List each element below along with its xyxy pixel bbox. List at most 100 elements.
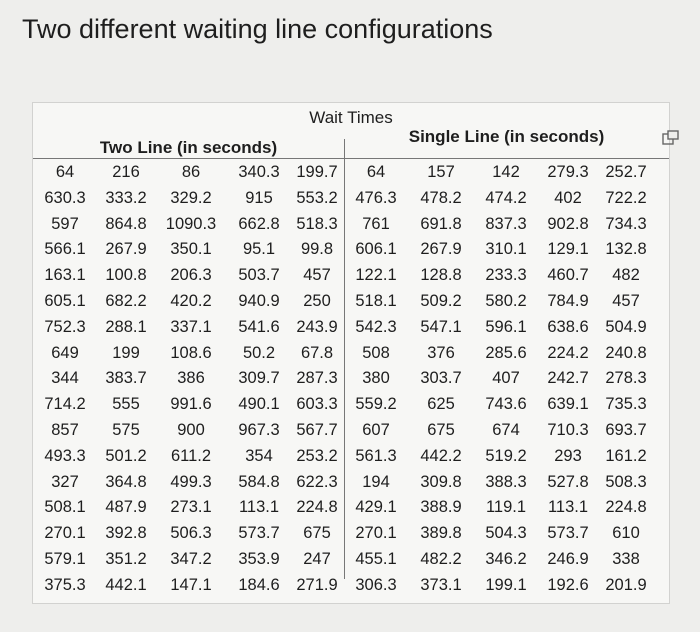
table-cell: 542.3 xyxy=(355,317,397,336)
table-cell: 735.3 xyxy=(605,395,647,414)
table-cell: 157 xyxy=(427,163,455,181)
table-cell: 722.2 xyxy=(605,188,647,207)
table-cell: 337.1 xyxy=(170,317,212,336)
table-cell: 710.3 xyxy=(547,421,589,439)
table-cell: 340.3 xyxy=(238,163,280,181)
table-cell: 129.1 xyxy=(547,240,589,259)
table-cell: 579.1 xyxy=(44,550,86,568)
table-cell: 573.7 xyxy=(238,524,280,543)
table-cell: 474.2 xyxy=(485,188,527,207)
table-cell: 584.8 xyxy=(238,472,280,491)
table-cell: 184.6 xyxy=(238,575,280,594)
table-cell: 278.3 xyxy=(605,369,647,388)
table-cell: 253.2 xyxy=(296,446,338,465)
table-cell: 490.1 xyxy=(238,395,280,414)
table-cell: 625 xyxy=(427,395,455,414)
table-cell: 902.8 xyxy=(547,214,589,233)
table-cell: 199 xyxy=(112,343,140,362)
table-cell: 547.1 xyxy=(420,317,462,336)
table-cell: 420.2 xyxy=(170,292,212,310)
table-cell: 303.7 xyxy=(420,369,462,388)
table-cell: 99.8 xyxy=(300,240,334,259)
table-cell: 122.1 xyxy=(355,266,397,285)
table-cell: 206.3 xyxy=(170,266,212,285)
table-cell: 605.1 xyxy=(44,292,86,310)
table-cell: 482 xyxy=(612,266,640,285)
table-cell: 610 xyxy=(612,524,640,543)
table-cell: 354 xyxy=(245,446,273,465)
table-cell: 242.7 xyxy=(547,369,589,388)
table-cell: 347.2 xyxy=(170,550,212,568)
table-cell: 402 xyxy=(554,188,582,207)
title: Two different waiting line configuration… xyxy=(22,14,493,44)
table-cell: 606.1 xyxy=(355,240,397,259)
table-cell: 597 xyxy=(51,214,79,233)
table-cell: 761 xyxy=(362,214,390,233)
table-cell: 224.8 xyxy=(296,498,338,517)
table-cell: 501.2 xyxy=(105,446,147,465)
table-cell: 442.2 xyxy=(420,446,462,465)
table-cell: 442.1 xyxy=(105,575,147,594)
table-cell: 119.1 xyxy=(485,498,527,517)
table-cell: 64 xyxy=(55,163,75,181)
table-cell: 224.8 xyxy=(605,498,647,517)
table-cell: 353.9 xyxy=(238,550,280,568)
table-cell: 457 xyxy=(303,266,331,285)
table-cell: 108.6 xyxy=(170,343,212,362)
table-cell: 86 xyxy=(181,163,201,181)
icon-part xyxy=(667,130,679,140)
table-cell: 504.3 xyxy=(485,524,527,543)
table-cell: 519.2 xyxy=(485,446,527,465)
table-cell: 267.9 xyxy=(105,240,147,259)
table-cell: 743.6 xyxy=(485,395,527,414)
table-cell: 682.2 xyxy=(105,292,147,310)
table-cell: 967.3 xyxy=(238,421,280,439)
table-cell: 271.9 xyxy=(296,575,338,594)
table-cell: 273.1 xyxy=(170,498,212,517)
table-cell: 622.3 xyxy=(296,472,338,491)
copy-icon[interactable] xyxy=(662,130,680,146)
table-cell: 734.3 xyxy=(605,214,647,233)
table-cell: 364.8 xyxy=(105,472,147,491)
table-cell: 388.3 xyxy=(485,472,527,491)
table-cell: 270.1 xyxy=(355,524,397,543)
table-cell: 559.2 xyxy=(355,395,397,414)
table-cell: 611.2 xyxy=(170,446,212,465)
table-cell: 527.8 xyxy=(547,472,589,491)
table-cell: 309.8 xyxy=(420,472,462,491)
table-cell: 487.9 xyxy=(105,498,147,517)
table-cell: 194 xyxy=(362,472,390,491)
table-cell: 351.2 xyxy=(105,550,147,568)
table-cell: 407 xyxy=(492,369,520,388)
table-cell: 752.3 xyxy=(44,317,86,336)
table-cell: 338 xyxy=(612,550,640,568)
table-cell: 837.3 xyxy=(485,214,527,233)
table-cell: 128.8 xyxy=(420,266,462,285)
table-cell: 329.2 xyxy=(170,188,212,207)
table-cell: 991.6 xyxy=(170,395,212,414)
table-cell: 662.8 xyxy=(238,214,280,233)
table-cell: 287.3 xyxy=(296,369,338,388)
table-cell: 67.8 xyxy=(300,343,334,362)
table-cell: 580.2 xyxy=(485,292,527,310)
table-cell: 267.9 xyxy=(420,240,462,259)
table-cell: 429.1 xyxy=(355,498,397,517)
table-cell: 132.8 xyxy=(605,240,647,259)
table-cell: 940.9 xyxy=(238,292,280,310)
table-cell: 293 xyxy=(554,446,582,465)
table-cell: 386 xyxy=(177,369,205,388)
table-cell: 603.3 xyxy=(296,395,338,414)
table-cell: 630.3 xyxy=(44,188,86,207)
table-cell: 216 xyxy=(112,163,140,181)
table-cell: 674 xyxy=(492,421,520,439)
table-cell: 460.7 xyxy=(547,266,589,285)
table-cell: 518.1 xyxy=(355,292,397,310)
table-cell: 199.1 xyxy=(485,575,527,594)
table-cell: 392.8 xyxy=(105,524,147,543)
table-cell: 270.1 xyxy=(44,524,86,543)
table-cell: 389.8 xyxy=(420,524,462,543)
table-cell: 383.7 xyxy=(105,369,147,388)
table-cell: 350.1 xyxy=(170,240,212,259)
table-cell: 147.1 xyxy=(170,575,212,594)
